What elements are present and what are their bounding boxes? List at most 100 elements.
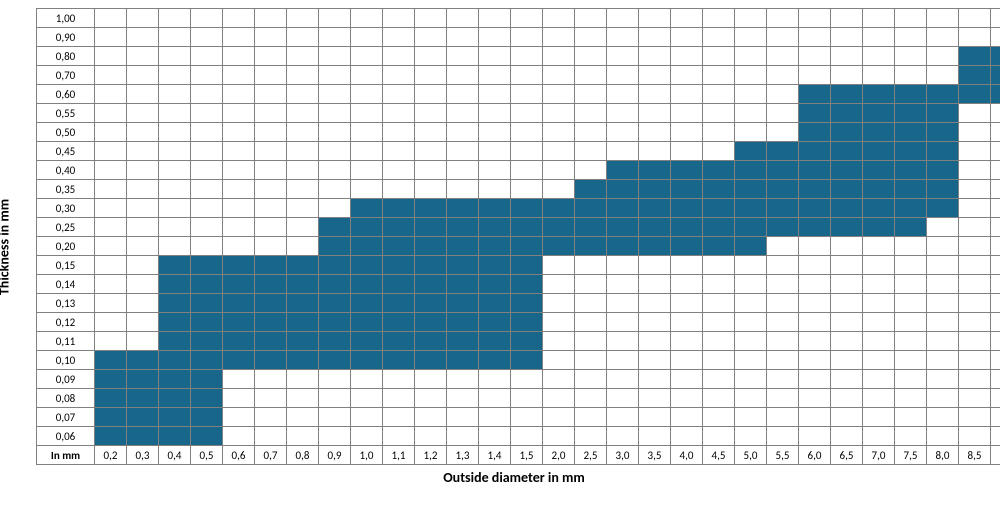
heatmap-cell (543, 104, 575, 123)
heatmap-cell (543, 256, 575, 275)
heatmap-cell (319, 104, 351, 123)
heatmap-cell (543, 427, 575, 446)
y-tick-label: 0,25 (37, 218, 95, 237)
heatmap-cell (543, 85, 575, 104)
heatmap-cell (863, 351, 895, 370)
heatmap-cell (319, 237, 351, 256)
heatmap-cell (447, 47, 479, 66)
heatmap-cell (223, 9, 255, 28)
heatmap-cell (351, 389, 383, 408)
heatmap-cell (831, 180, 863, 199)
heatmap-cell (415, 237, 447, 256)
heatmap-cell (447, 389, 479, 408)
heatmap-cell (255, 199, 287, 218)
heatmap-cell (671, 123, 703, 142)
heatmap-cell (447, 256, 479, 275)
heatmap-cell (959, 85, 991, 104)
heatmap-cell (895, 85, 927, 104)
heatmap-cell (415, 199, 447, 218)
table-row: 0,06 (37, 427, 1000, 446)
heatmap-cell (639, 294, 671, 313)
heatmap-cell (671, 9, 703, 28)
heatmap-cell (479, 161, 511, 180)
heatmap-cell (479, 28, 511, 47)
heatmap-cell (511, 370, 543, 389)
heatmap-cell (959, 199, 991, 218)
heatmap-cell (703, 427, 735, 446)
heatmap-cell (383, 351, 415, 370)
heatmap-cell (927, 142, 959, 161)
heatmap-cell (159, 28, 191, 47)
heatmap-cell (703, 332, 735, 351)
heatmap-cell (447, 408, 479, 427)
heatmap-cell (191, 199, 223, 218)
heatmap-cell (831, 256, 863, 275)
heatmap-cell (959, 104, 991, 123)
heatmap-cell (639, 9, 671, 28)
heatmap-cell (447, 142, 479, 161)
heatmap-cell (287, 427, 319, 446)
table-row: 0,14 (37, 275, 1000, 294)
heatmap-cell (863, 313, 895, 332)
heatmap-cell (895, 199, 927, 218)
x-tick-label: 7,5 (895, 446, 927, 465)
table-row: 0,09 (37, 370, 1000, 389)
heatmap-cell (543, 28, 575, 47)
heatmap-cell (159, 370, 191, 389)
heatmap-cell (703, 199, 735, 218)
heatmap-cell (799, 427, 831, 446)
heatmap-cell (351, 256, 383, 275)
heatmap-cell (607, 199, 639, 218)
heatmap-cell (927, 66, 959, 85)
heatmap-cell (255, 332, 287, 351)
heatmap-cell (191, 9, 223, 28)
heatmap-cell (575, 427, 607, 446)
heatmap-cell (191, 85, 223, 104)
heatmap-cell (927, 313, 959, 332)
heatmap-cell (607, 104, 639, 123)
heatmap-cell (543, 294, 575, 313)
heatmap-cell (639, 256, 671, 275)
heatmap-cell (127, 142, 159, 161)
table-row: 0,30 (37, 199, 1000, 218)
heatmap-grid: 1,000,900,800,700,600,550,500,450,400,35… (36, 8, 1000, 465)
heatmap-cell (223, 370, 255, 389)
heatmap-cell (415, 9, 447, 28)
heatmap-cell (383, 180, 415, 199)
heatmap-cell (863, 332, 895, 351)
heatmap-cell (543, 180, 575, 199)
x-tick-label: 0,2 (95, 446, 127, 465)
heatmap-cell (959, 218, 991, 237)
heatmap-cell (223, 237, 255, 256)
heatmap-cell (415, 123, 447, 142)
heatmap-cell (927, 427, 959, 446)
heatmap-cell (991, 370, 1000, 389)
heatmap-cell (959, 370, 991, 389)
heatmap-cell (767, 123, 799, 142)
heatmap-cell (607, 351, 639, 370)
heatmap-cell (127, 332, 159, 351)
heatmap-cell (255, 313, 287, 332)
heatmap-cell (447, 28, 479, 47)
y-tick-label: 0,12 (37, 313, 95, 332)
heatmap-cell (831, 47, 863, 66)
heatmap-cell (127, 370, 159, 389)
heatmap-cell (927, 161, 959, 180)
heatmap-cell (543, 9, 575, 28)
y-tick-label: 0,13 (37, 294, 95, 313)
heatmap-cell (767, 408, 799, 427)
heatmap-cell (831, 142, 863, 161)
heatmap-cell (767, 294, 799, 313)
heatmap-cell (767, 199, 799, 218)
heatmap-cell (575, 389, 607, 408)
heatmap-cell (607, 47, 639, 66)
heatmap-cell (895, 28, 927, 47)
x-tick-label: 6,0 (799, 446, 831, 465)
heatmap-cell (287, 85, 319, 104)
heatmap-cell (543, 275, 575, 294)
heatmap-cell (351, 351, 383, 370)
heatmap-cell (319, 332, 351, 351)
heatmap-cell (319, 427, 351, 446)
heatmap-cell (895, 389, 927, 408)
heatmap-cell (255, 85, 287, 104)
